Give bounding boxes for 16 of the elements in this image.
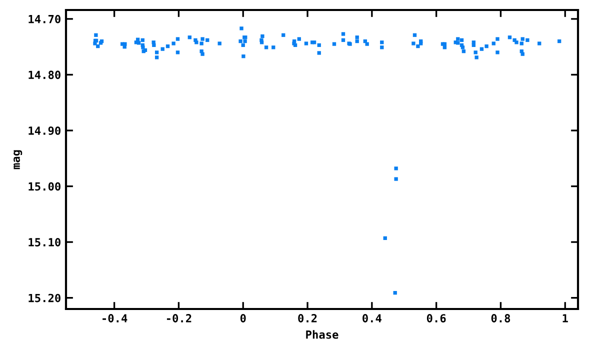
y-tick-label: 15.00: [28, 182, 60, 191]
x-tick-label: 0.4: [362, 314, 382, 322]
x-tick-label: 0.8: [491, 314, 510, 322]
y-tick-label: 14.80: [28, 70, 60, 80]
y-tick-label: 15.20: [28, 294, 60, 302]
x-tick-label: 1: [562, 314, 568, 322]
y-tick-label: 14.70: [28, 14, 60, 24]
x-axis-title: Phase: [306, 330, 338, 339]
x-tick-label: 0.6: [426, 314, 446, 322]
x-tick-label: -0.4: [102, 314, 128, 322]
y-axis-title: mag: [14, 150, 22, 170]
y-tick-label: 15.10: [28, 238, 60, 246]
x-tick-label: 0: [240, 314, 246, 322]
x-tick-label: 0.2: [298, 314, 317, 322]
x-tick-label: -0.2: [166, 314, 192, 322]
y-tick-label: 14.90: [28, 126, 60, 135]
